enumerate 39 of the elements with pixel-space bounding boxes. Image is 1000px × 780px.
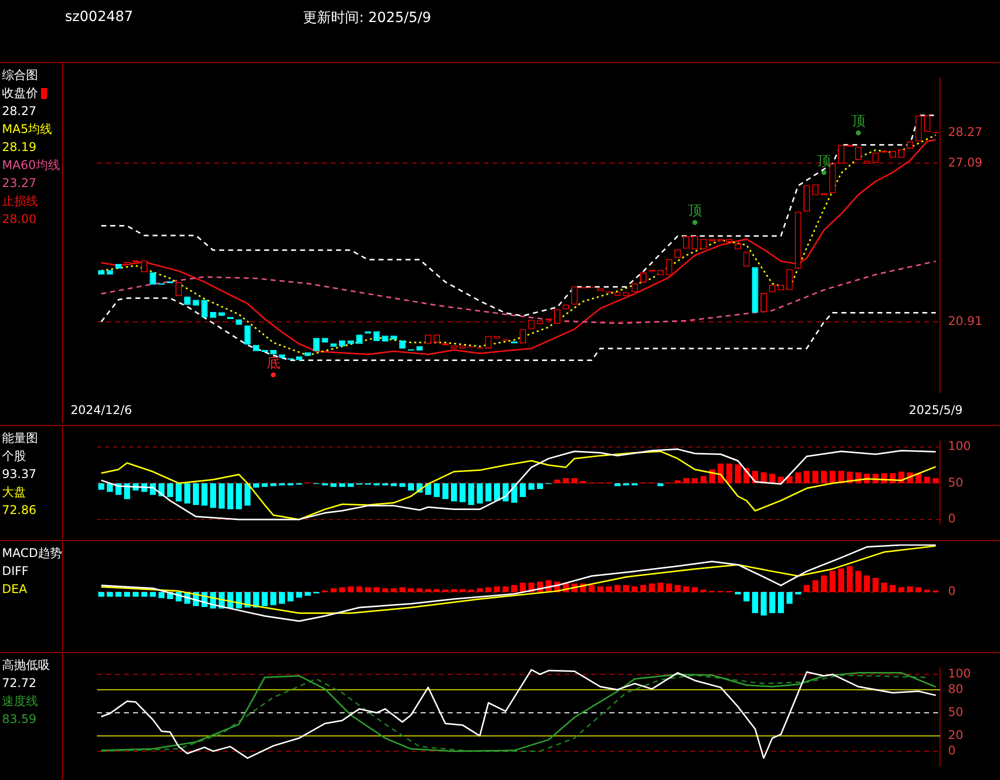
y-tick-label: 28.27 xyxy=(948,124,982,139)
y-tick-label: 20 xyxy=(948,728,964,742)
text: 28.19 xyxy=(2,139,38,156)
y-tick-label: 50 xyxy=(948,704,964,719)
chart-title: 综合图 xyxy=(2,67,39,84)
text: 72.86 xyxy=(2,502,38,519)
y-tick-label: 50 xyxy=(948,475,964,490)
chart-title: MACD趋势 xyxy=(2,545,62,562)
text: MA5均线 xyxy=(2,121,54,138)
text: 个股 xyxy=(2,448,27,465)
y-tick-label: 20.91 xyxy=(948,314,982,328)
text: 速度线 xyxy=(2,693,39,710)
x-tick-label: 2024/12/6 xyxy=(70,402,132,417)
text: 28.00 xyxy=(2,211,38,228)
text: 止损线 xyxy=(2,193,39,210)
data-label: 顶 xyxy=(851,114,866,130)
y-tick-label: 0 xyxy=(948,743,956,758)
y-tick-label: 27.09 xyxy=(948,155,982,170)
y-tick-label: 100 xyxy=(948,666,971,680)
text: DIFF xyxy=(2,563,30,580)
data-label: 底 xyxy=(266,356,280,372)
text: 72.72 xyxy=(2,675,38,692)
text: 高抛低吸 xyxy=(2,657,51,674)
y-tick-label: 80 xyxy=(948,682,964,696)
chart-title: 能量图 xyxy=(2,430,39,447)
text: 大盘 xyxy=(2,484,27,501)
y-tick-label: 0 xyxy=(948,512,956,526)
data-label: 顶 xyxy=(688,203,702,220)
text: MA60均线 xyxy=(2,157,61,174)
text: 93.37 xyxy=(2,466,38,483)
y-tick-label: 100 xyxy=(948,439,971,454)
text: 更新时间: 2025/5/9 xyxy=(303,9,432,27)
text: 23.27 xyxy=(2,175,38,192)
text: 28.27 xyxy=(2,103,38,120)
text: 83.59 xyxy=(2,711,38,728)
text: DEA xyxy=(2,581,28,598)
legend-label: 收盘价 xyxy=(2,85,39,102)
x-tick-label: 2025/5/9 xyxy=(908,402,963,417)
chart-subtitle: sz002487 xyxy=(65,9,134,27)
